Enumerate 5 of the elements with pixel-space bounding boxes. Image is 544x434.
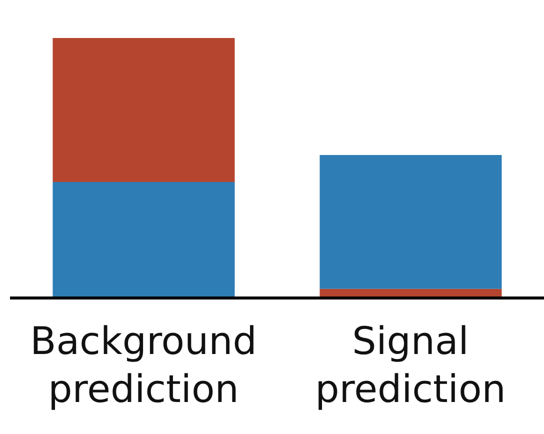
bar: [320, 155, 502, 289]
bar: [52, 182, 235, 298]
x-tick-label: Signal prediction: [315, 319, 506, 411]
bar: [52, 38, 235, 182]
x-tick-label: Background prediction: [30, 319, 257, 411]
